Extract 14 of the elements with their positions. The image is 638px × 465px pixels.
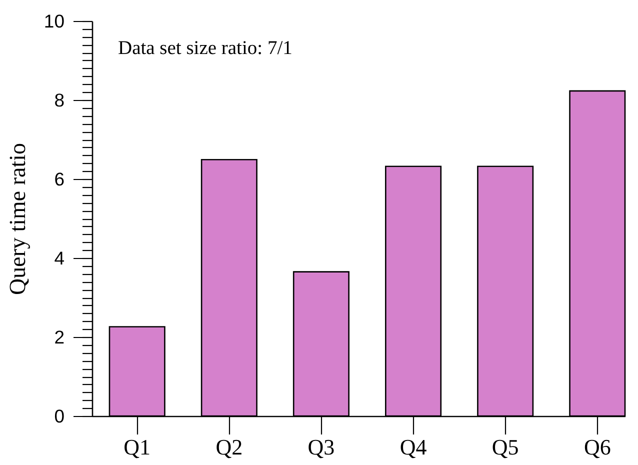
x-tick-label: Q2 <box>216 434 243 460</box>
x-tick-label: Q6 <box>584 434 611 460</box>
x-tick-label: Q3 <box>308 434 335 460</box>
x-tick-label: Q4 <box>400 434 427 460</box>
x-tick-label: Q1 <box>124 434 151 460</box>
x-tick-label: Q5 <box>492 434 519 460</box>
y-tick-label: 6 <box>54 168 64 190</box>
y-tick-label: 2 <box>54 326 64 348</box>
y-tick-label: 8 <box>54 90 64 110</box>
y-axis-title: Query time ratio <box>4 142 30 296</box>
y-tick-label: 4 <box>54 248 64 268</box>
y-tick-label: 10 <box>44 10 64 32</box>
y-tick-label: 0 <box>54 406 64 426</box>
annotation: Data set size ratio: 7/1 <box>118 38 292 59</box>
